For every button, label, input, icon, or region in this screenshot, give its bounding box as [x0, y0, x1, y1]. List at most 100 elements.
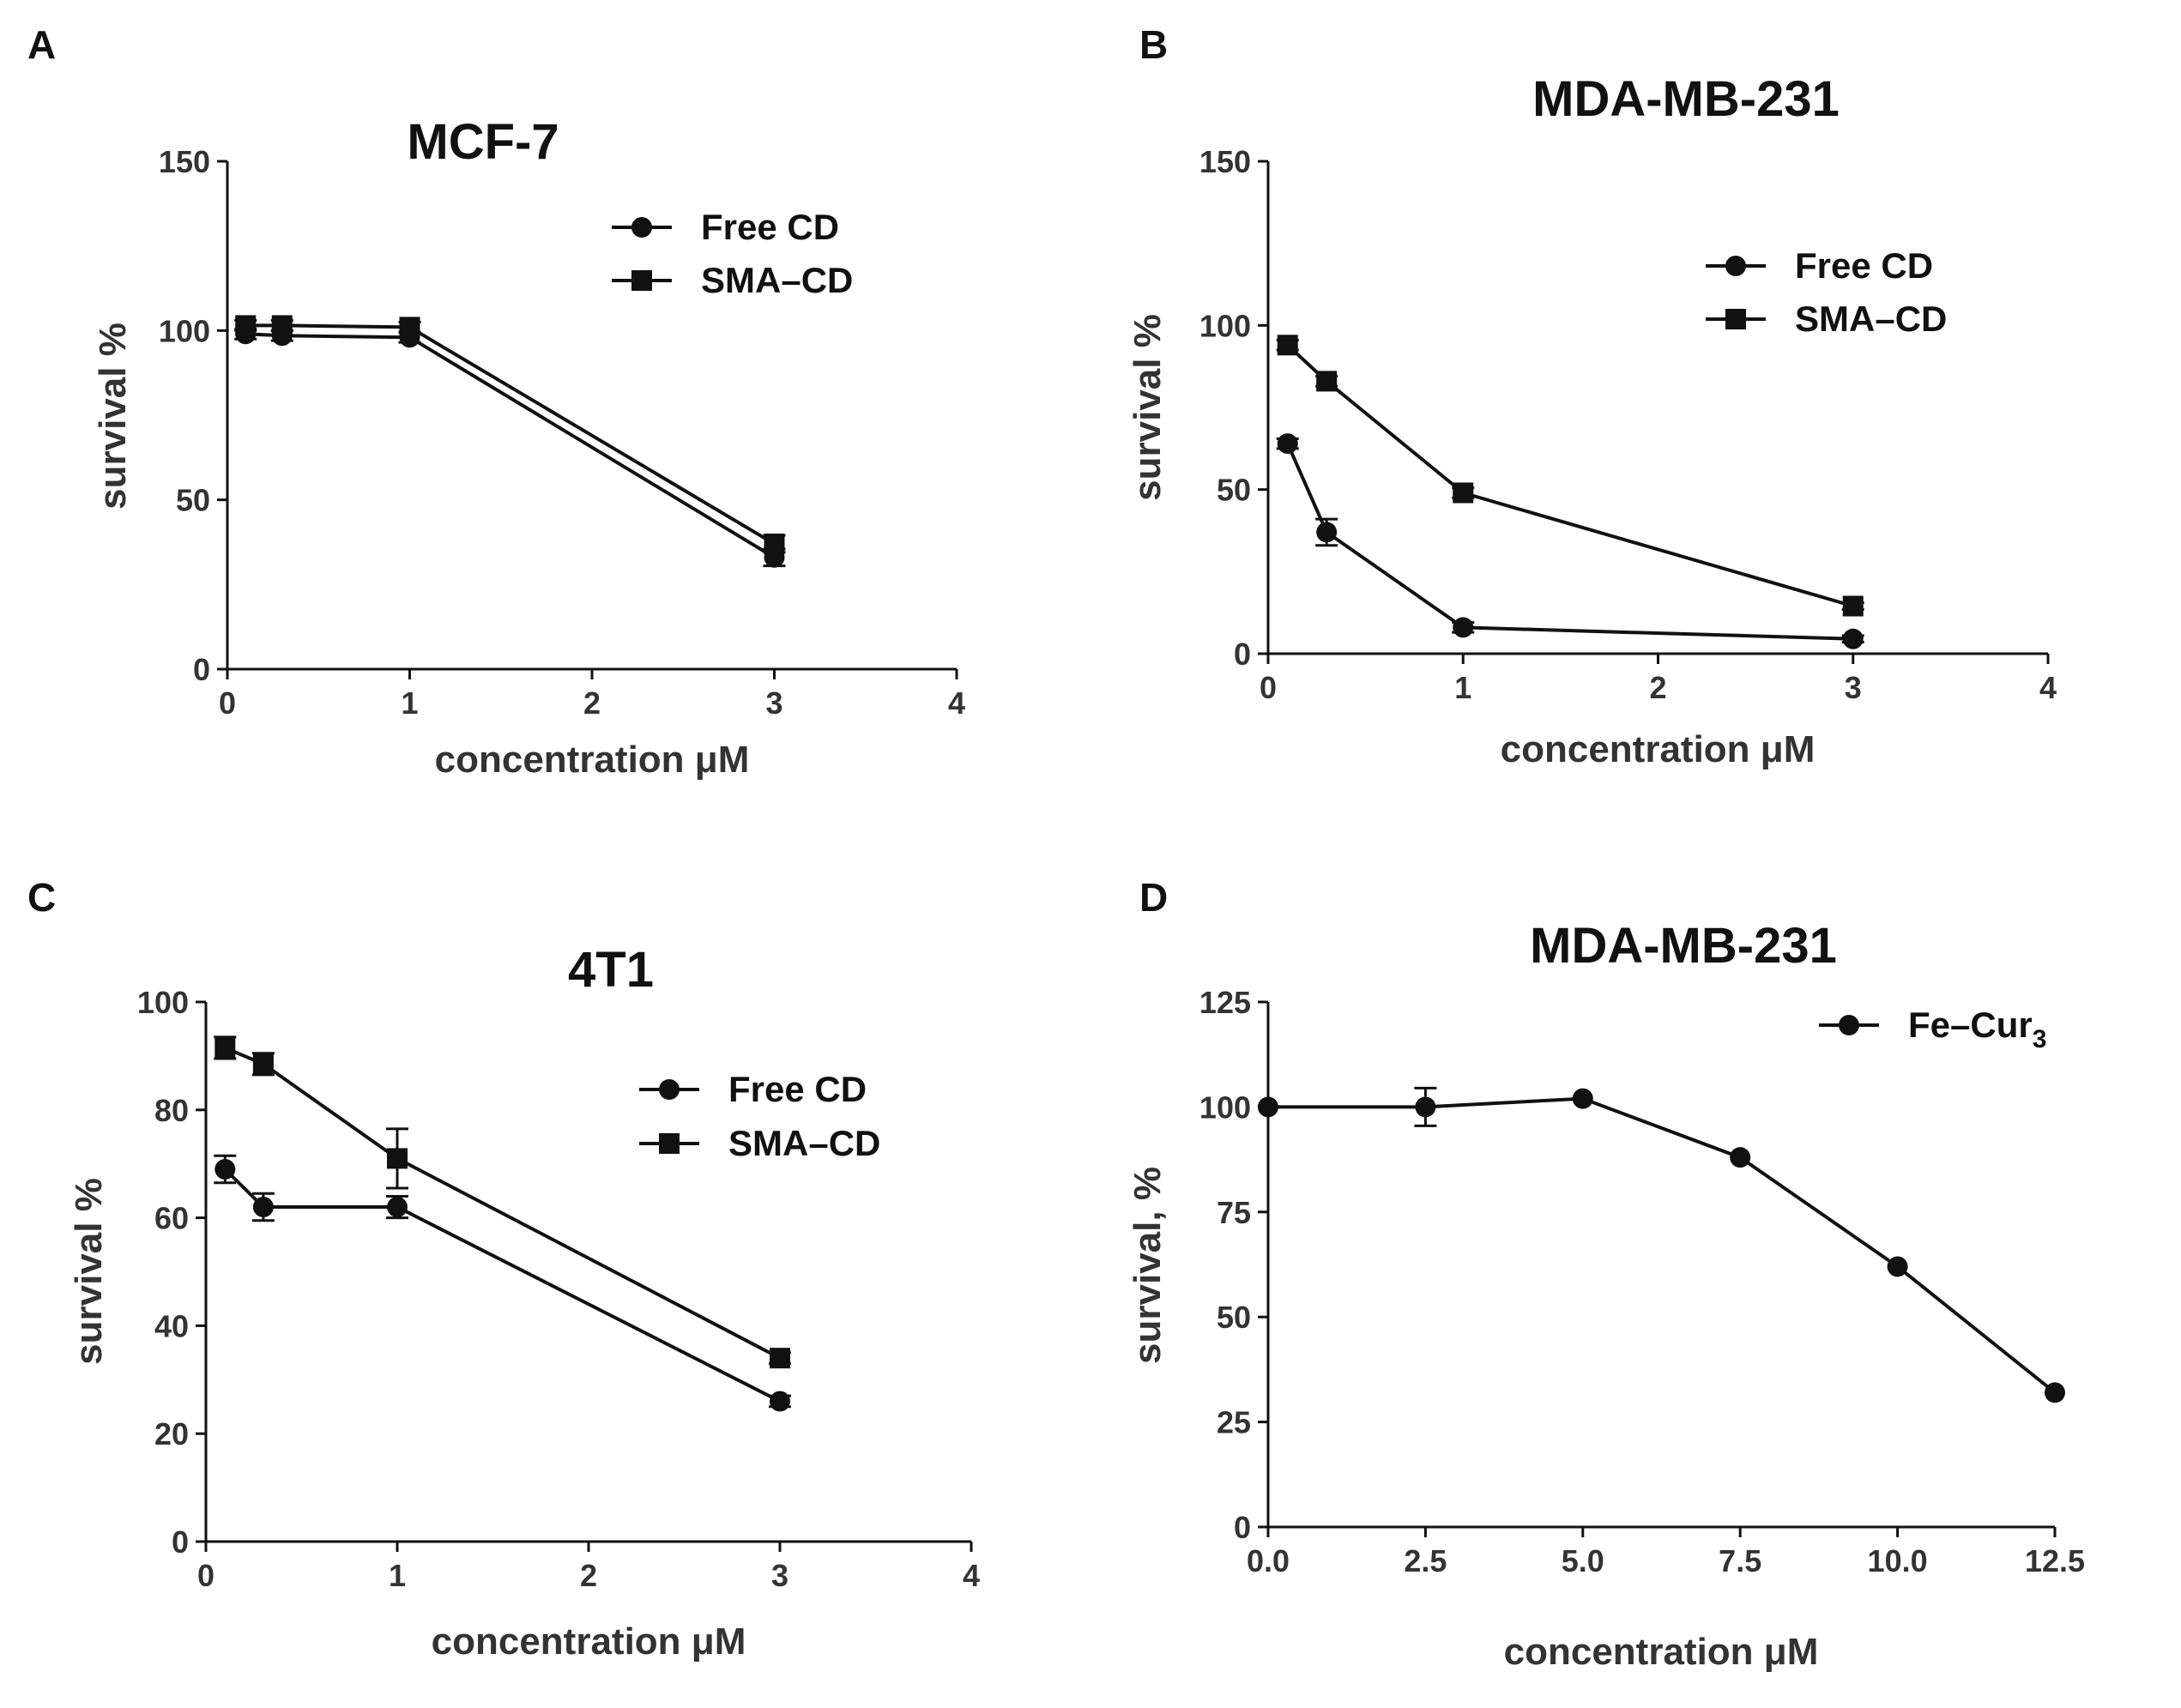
chart-title: 4T1 — [568, 942, 654, 998]
legend-marker — [659, 1079, 680, 1100]
data-point — [1842, 595, 1864, 617]
data-point — [1316, 371, 1338, 392]
series-0 — [1276, 433, 1864, 649]
data-point — [1842, 628, 1864, 649]
data-point — [252, 1053, 274, 1075]
series-0 — [234, 323, 786, 568]
x-tick-label: 1 — [1454, 670, 1471, 705]
series-line — [245, 332, 776, 559]
data-point — [387, 1148, 408, 1169]
x-axis-label: concentration μM — [435, 739, 750, 781]
data-point — [1277, 335, 1298, 356]
data-point — [770, 1348, 790, 1369]
y-tick-label: 50 — [1217, 1300, 1251, 1335]
x-tick-label: 7.5 — [1719, 1543, 1761, 1578]
data-point — [1415, 1096, 1436, 1118]
y-tick-label: 75 — [1217, 1195, 1251, 1230]
legend-label: SMA–CD — [728, 1123, 880, 1163]
data-point — [770, 1391, 790, 1412]
legend-label: Free CD — [1795, 245, 1933, 286]
x-tick-label: 0 — [197, 1558, 214, 1593]
series-line — [1286, 343, 1854, 608]
y-tick-label: 125 — [1199, 985, 1251, 1020]
x-tick-label: 4 — [963, 1558, 980, 1593]
data-point — [1887, 1256, 1908, 1277]
y-tick-label: 20 — [154, 1416, 189, 1451]
x-tick-label: 1 — [389, 1558, 406, 1593]
x-tick-label: 5.0 — [1562, 1543, 1604, 1578]
chart-title: MDA-MB-231 — [1530, 918, 1837, 974]
x-axis-label: concentration μM — [1504, 1631, 1819, 1673]
x-tick-label: 10.0 — [1868, 1543, 1928, 1578]
legend-label: Free CD — [701, 207, 839, 247]
y-tick-label: 100 — [1199, 308, 1251, 343]
y-tick-label: 100 — [137, 985, 189, 1020]
legend-label: SMA–CD — [1795, 299, 1947, 339]
series-0 — [214, 1154, 791, 1412]
legend-label-text: SMA–CD — [701, 260, 853, 300]
x-tick-label: 3 — [765, 685, 782, 721]
data-point — [387, 1197, 408, 1218]
data-point — [1316, 522, 1338, 543]
x-tick-label: 4 — [2039, 670, 2057, 705]
legend-marker — [1725, 256, 1746, 276]
y-tick-label: 100 — [1199, 1089, 1251, 1125]
data-point — [764, 533, 785, 554]
legend-label: Free CD — [728, 1069, 867, 1109]
legend-label-text: Free CD — [728, 1069, 867, 1109]
data-point — [235, 315, 257, 336]
legend-label-text: SMA–CD — [1795, 299, 1947, 339]
series-1 — [1276, 335, 1864, 617]
legend-marker — [631, 217, 652, 238]
series-line — [1285, 443, 1853, 641]
series-line — [224, 1046, 781, 1360]
y-tick-label: 50 — [176, 483, 210, 518]
x-tick-label: 2 — [583, 685, 601, 721]
panel-letter: D — [1139, 875, 1168, 920]
legend-label-text: Free CD — [701, 207, 839, 247]
data-point — [1258, 1096, 1278, 1118]
y-tick-label: 50 — [1217, 473, 1251, 508]
data-point — [399, 317, 420, 338]
data-point — [1453, 617, 1474, 638]
data-point — [2045, 1382, 2065, 1403]
y-axis-label: survival % — [92, 323, 134, 510]
data-point — [1730, 1147, 1751, 1168]
y-tick-label: 0 — [193, 652, 210, 687]
chart-panel-a: A MCF-7 0 1 2 3 4 0 50 100 150 concentration μM surv… — [27, 22, 965, 781]
panel-letter: B — [1139, 22, 1168, 67]
x-tick-label: 4 — [948, 685, 965, 721]
legend-label: Fe–Cur3 — [1908, 1005, 2046, 1053]
y-tick-label: 80 — [154, 1093, 189, 1128]
x-axis-label: concentration μM — [1501, 728, 1815, 770]
chart-panel-d: D MDA-MB-231 0.0 2.5 5.0 7.5 10.0 12.5 0 25 50 75 10… — [1127, 875, 2085, 1673]
chart-title: MDA-MB-231 — [1532, 71, 1840, 127]
y-tick-label: 0 — [1234, 1510, 1251, 1545]
legend-label-text: Fe–Cur — [1908, 1005, 2033, 1045]
data-point — [214, 1037, 236, 1059]
legend-marker — [1839, 1015, 1859, 1035]
series-line — [245, 323, 776, 546]
series-line — [223, 1168, 781, 1403]
x-tick-label: 3 — [1845, 670, 1862, 705]
x-tick-label: 2 — [1649, 670, 1666, 705]
y-axis-label: survival, % — [1127, 1167, 1169, 1364]
x-tick-label: 2 — [580, 1558, 597, 1593]
data-point — [1277, 433, 1298, 455]
legend-marker — [659, 1133, 680, 1154]
x-tick-label: 12.5 — [2025, 1543, 2085, 1578]
x-tick-label: 1 — [401, 685, 418, 721]
y-tick-label: 0 — [172, 1524, 189, 1560]
series-line — [1268, 1096, 2057, 1394]
x-tick-label: 0 — [1260, 670, 1277, 705]
panel-letter: C — [27, 875, 56, 920]
panel-letter: A — [27, 22, 56, 67]
chart-title: MCF-7 — [407, 114, 559, 170]
data-point — [252, 1197, 274, 1218]
series-1 — [234, 315, 786, 554]
y-tick-label: 0 — [1234, 637, 1251, 672]
legend-label-text: Free CD — [1795, 245, 1933, 286]
x-axis-label: concentration μM — [432, 1620, 746, 1663]
